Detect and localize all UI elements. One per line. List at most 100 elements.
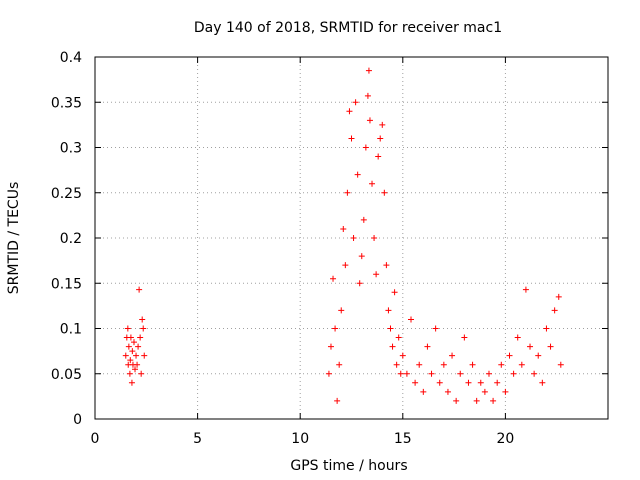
x-tick-label: 10 [291, 431, 309, 447]
y-tick-labels: 0 0.05 0.1 0.15 0.2 0.25 0.3 0.35 0.4 [51, 50, 82, 428]
data-point [506, 352, 513, 359]
data-point [340, 225, 347, 232]
y-tick-label: 0.25 [51, 186, 82, 202]
data-point [461, 334, 468, 341]
data-point [358, 253, 365, 260]
y-tick-label: 0.05 [51, 367, 82, 383]
data-point [432, 325, 439, 332]
data-point [403, 370, 410, 377]
data-point [141, 352, 148, 359]
x-tick-label: 0 [91, 431, 100, 447]
data-point [342, 262, 349, 269]
data-point [391, 289, 398, 296]
data-point [385, 307, 392, 314]
data-point [518, 361, 525, 368]
data-point [551, 307, 558, 314]
data-point [356, 280, 363, 287]
data-point [133, 352, 140, 359]
data-point [389, 343, 396, 350]
data-point [127, 357, 134, 364]
data-point [539, 379, 546, 386]
y-tick-label: 0 [73, 412, 82, 428]
y-tick-label: 0.1 [60, 322, 82, 338]
data-point [140, 325, 147, 332]
data-point [352, 99, 359, 106]
data-point [514, 334, 521, 341]
data-point [498, 361, 505, 368]
data-point [444, 388, 451, 395]
data-point [138, 370, 145, 377]
data-point [354, 171, 361, 178]
data-point [457, 370, 464, 377]
x-axis-label: GPS time / hours [290, 458, 407, 474]
data-point [510, 370, 517, 377]
data-point [453, 397, 460, 404]
data-point [132, 366, 139, 373]
y-tick-label: 0.35 [51, 95, 82, 111]
data-point [469, 361, 476, 368]
data-point [547, 343, 554, 350]
y-tick-label: 0.2 [60, 231, 82, 247]
data-point [371, 235, 378, 241]
data-point [377, 135, 384, 142]
data-point [128, 379, 135, 386]
data-point [543, 325, 550, 332]
data-point [393, 361, 400, 368]
chart-title: Day 140 of 2018, SRMTID for receiver mac… [194, 20, 502, 36]
data-point [350, 235, 357, 241]
data-point [465, 379, 472, 386]
data-point [527, 343, 534, 350]
data-point [336, 361, 343, 368]
data-point [134, 361, 141, 368]
data-point [124, 325, 131, 332]
data-point [137, 334, 144, 341]
data-point [330, 275, 337, 282]
data-point [334, 397, 341, 404]
data-point [136, 286, 143, 293]
axes [94, 56, 609, 420]
data-point [327, 343, 334, 350]
data-point [522, 286, 529, 293]
data-point [135, 343, 142, 350]
data-point [344, 189, 351, 196]
data-point [502, 388, 509, 395]
data-point [364, 92, 371, 99]
data-point [408, 316, 415, 323]
data-point [381, 189, 388, 196]
data-point [383, 262, 390, 269]
data-point [557, 361, 564, 368]
data-point [129, 348, 136, 355]
data-point [477, 379, 484, 386]
data-point [397, 370, 404, 377]
data-point [440, 361, 447, 368]
data-point [373, 271, 380, 278]
data-point [416, 361, 423, 368]
data-point [127, 334, 134, 341]
x-tick-label: 15 [394, 431, 412, 447]
data-point [365, 67, 372, 74]
data-point [348, 135, 355, 142]
data-point [449, 352, 456, 359]
x-tick-label: 20 [496, 431, 514, 447]
x-tick-labels: 0 5 10 15 20 [91, 431, 515, 447]
data-point [535, 352, 542, 359]
data-point [481, 388, 488, 395]
data-point [126, 370, 133, 377]
y-tick-label: 0.3 [60, 141, 82, 157]
data-point [424, 343, 431, 350]
data-point [125, 343, 132, 350]
data-point [399, 352, 406, 359]
data-point [332, 325, 339, 332]
data-point [346, 108, 353, 115]
y-tick-label: 0.4 [60, 50, 82, 66]
data-point [362, 144, 369, 151]
data-point [366, 117, 373, 124]
data-point [122, 352, 129, 359]
data-point [375, 153, 382, 160]
y-tick-label: 0.15 [51, 276, 82, 292]
data-point [412, 379, 419, 386]
x-tick-label: 5 [193, 431, 202, 447]
data-point [130, 339, 137, 346]
data-point [473, 397, 480, 404]
